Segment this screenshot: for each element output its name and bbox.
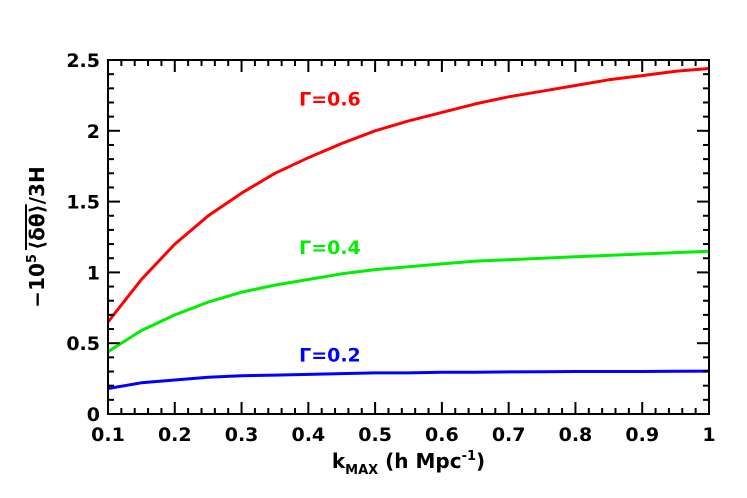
y-tick-label: 0 — [87, 404, 100, 426]
x-tick-label: 0.9 — [625, 424, 659, 446]
series-line-1 — [107, 249, 710, 353]
x-tick-label: 1 — [702, 424, 715, 446]
series-lines — [106, 67, 710, 390]
y-tick-label: 2 — [87, 121, 100, 143]
series-line-0 — [106, 67, 710, 323]
y-tick-label: 1 — [87, 262, 100, 284]
plot-frame — [107, 59, 710, 415]
series-label-1: Γ=0.4 — [299, 237, 361, 259]
x-tick-label: 0.7 — [492, 424, 526, 446]
x-tick-label: 0.6 — [425, 424, 459, 446]
x-tick-label: 0.8 — [559, 424, 593, 446]
x-tick-label: 0.4 — [291, 424, 325, 446]
series-labels: Γ=0.6 Γ=0.4 Γ=0.2 — [299, 88, 361, 366]
y-axis-label-group: −105⟨δθ⟩/3H — [25, 166, 49, 308]
tick-labels: 0.1 0.2 0.3 0.4 0.5 0.6 0.7 0.8 0.9 1 0 0.5 1 1.5 2 2.5 — [66, 50, 715, 446]
axis-ticks — [107, 59, 710, 415]
y-axis-label: −105⟨δθ⟩/3H — [25, 166, 49, 307]
x-tick-label: 0.5 — [358, 424, 392, 446]
x-tick-label: 0.2 — [158, 424, 192, 446]
x-axis-label: kMAX (h Mpc-1) — [332, 449, 485, 478]
y-tick-label: 1.5 — [66, 192, 100, 214]
y-tick-label: 2.5 — [66, 50, 100, 72]
x-tick-label: 0.3 — [225, 424, 259, 446]
y-tick-label: 0.5 — [66, 333, 100, 355]
series-label-0: Γ=0.6 — [299, 88, 361, 110]
x-tick-label: 0.1 — [91, 424, 125, 446]
series-label-2: Γ=0.2 — [299, 345, 361, 367]
series-line-2 — [107, 369, 710, 390]
